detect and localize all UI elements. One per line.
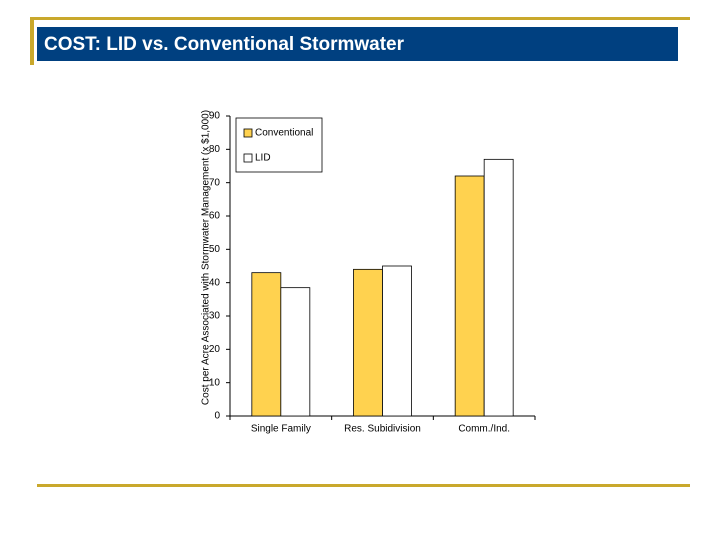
left-rule	[30, 17, 34, 65]
legend-swatch	[243, 128, 253, 138]
x-tick-label: Comm./Ind.	[458, 424, 510, 435]
bar	[353, 268, 383, 417]
bar	[454, 175, 485, 417]
y-tick-label: 20	[209, 344, 221, 355]
x-tick-label: Single Family	[251, 424, 311, 435]
title-bar	[37, 27, 678, 61]
y-axis-label: Cost per Acre Associated with Stormwater…	[200, 109, 212, 406]
bar	[382, 265, 412, 417]
bar	[280, 287, 311, 417]
y-tick-label: 50	[209, 244, 221, 255]
y-tick-label: 70	[209, 177, 221, 188]
legend-label: LID	[255, 153, 271, 164]
bottom-rule	[37, 484, 690, 487]
y-tick-label: 80	[209, 144, 221, 155]
bar	[483, 158, 514, 417]
top-rule	[30, 17, 690, 20]
legend-swatch	[243, 153, 253, 163]
y-tick-label: 30	[209, 311, 221, 322]
y-tick-label: 90	[209, 111, 221, 122]
x-tick-label: Res. Subidivision	[344, 424, 421, 435]
chart-title: COST: LID vs. Conventional Stormwater	[44, 34, 405, 55]
y-tick-label: 10	[209, 377, 221, 388]
y-tick-label: 40	[209, 277, 221, 288]
legend-box	[235, 117, 323, 173]
y-tick-label: 0	[214, 411, 220, 422]
bar	[251, 272, 282, 417]
legend-label: Conventional	[255, 128, 313, 139]
y-tick-label: 60	[209, 211, 221, 222]
